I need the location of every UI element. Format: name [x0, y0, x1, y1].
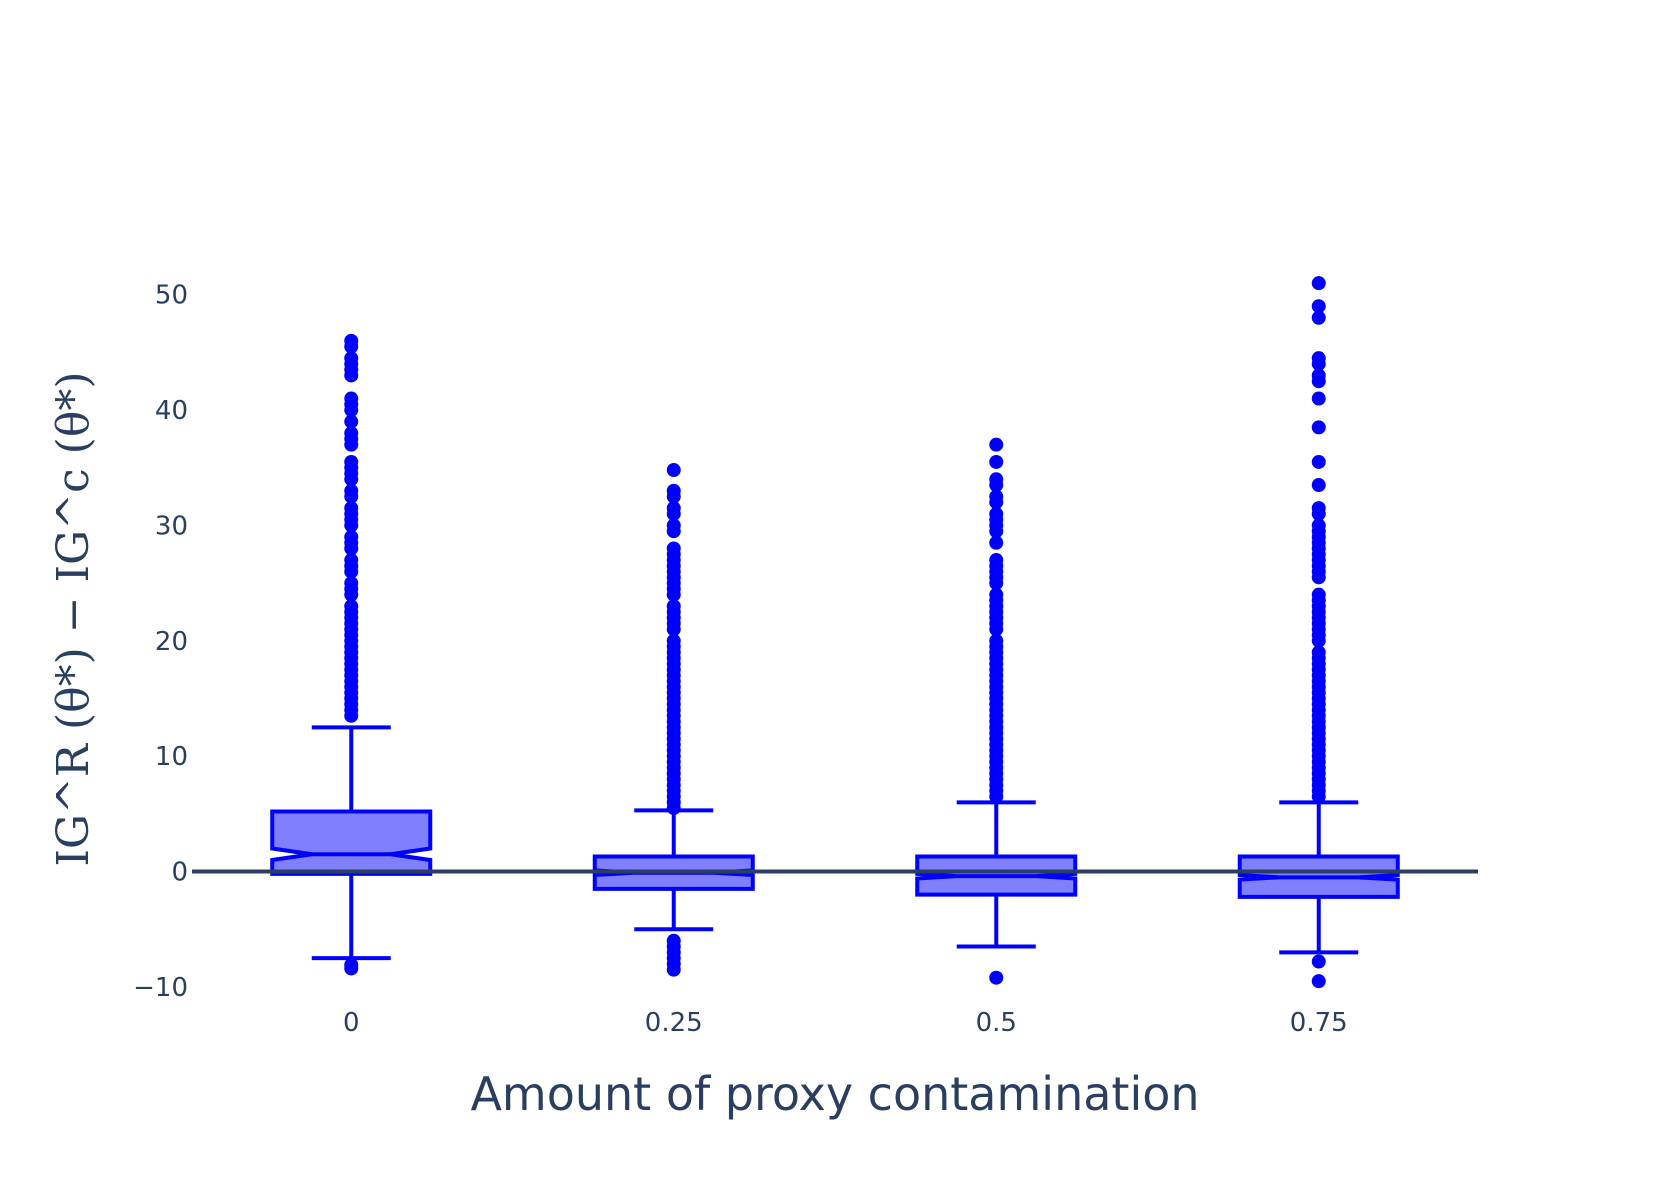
outlier-point — [1311, 501, 1326, 516]
outlier-point — [1311, 368, 1326, 383]
outlier-point — [989, 506, 1004, 521]
outlier-point — [666, 599, 681, 614]
x-tick-label: 0.25 — [645, 1008, 703, 1038]
outlier-point — [1311, 299, 1326, 314]
outlier-point — [344, 501, 359, 516]
y-tick-label: 20 — [155, 627, 188, 657]
outlier-point — [989, 633, 1004, 648]
outlier-point — [344, 351, 359, 366]
outlier-point — [989, 489, 1004, 504]
box-body — [270, 809, 433, 876]
y-tick-label: 50 — [155, 281, 188, 311]
outlier-point — [989, 472, 1004, 487]
outlier-point — [1311, 954, 1326, 969]
x-tick-label: 0.75 — [1290, 1008, 1348, 1038]
y-axis-title: IG^R (θ*) − IG^c (θ*) — [48, 371, 99, 866]
box-0.75 — [1237, 276, 1400, 989]
outlier-point — [344, 576, 359, 591]
outlier-point — [344, 414, 359, 429]
outlier-point — [666, 633, 681, 648]
y-axis-ticks: −10 0 10 20 30 40 50 — [133, 281, 188, 1003]
outlier-point — [344, 483, 359, 498]
y-tick-label: 0 — [171, 858, 188, 888]
box-0 — [270, 333, 433, 976]
outlier-point — [666, 463, 681, 478]
y-tick-label: 30 — [155, 511, 188, 541]
outlier-point — [989, 454, 1004, 469]
outlier-point — [344, 333, 359, 348]
outlier-point — [666, 501, 681, 516]
outlier-point — [344, 529, 359, 544]
outlier-point — [1311, 587, 1326, 602]
outlier-point — [989, 587, 1004, 602]
outlier-point — [1311, 420, 1326, 435]
outlier-point — [1311, 645, 1326, 660]
outlier-point — [1311, 518, 1326, 533]
outlier-point — [1311, 351, 1326, 366]
outlier-point — [344, 958, 359, 973]
outlier-point — [1311, 310, 1326, 325]
y-tick-label: 10 — [155, 742, 188, 772]
outlier-point — [666, 541, 681, 556]
box-0.5 — [915, 437, 1078, 985]
y-tick-label: 40 — [155, 396, 188, 426]
x-axis-title: Amount of proxy contamination — [470, 1067, 1199, 1121]
outlier-point — [666, 483, 681, 498]
outlier-point — [666, 518, 681, 533]
outlier-point — [344, 454, 359, 469]
outlier-point — [344, 391, 359, 406]
outlier-point — [989, 535, 1004, 550]
outlier-point — [344, 553, 359, 568]
outlier-point — [1311, 391, 1326, 406]
outlier-point — [989, 970, 1004, 985]
x-axis-ticks: 0 0.25 0.5 0.75 — [343, 1008, 1348, 1038]
outlier-point — [1311, 454, 1326, 469]
y-tick-label: −10 — [133, 973, 188, 1003]
outlier-point — [989, 553, 1004, 568]
plot-area — [192, 276, 1478, 989]
outlier-point — [344, 426, 359, 441]
outlier-point — [989, 437, 1004, 452]
outlier-point — [1311, 974, 1326, 989]
outlier-point — [1311, 276, 1326, 291]
outlier-point — [1311, 478, 1326, 493]
x-tick-label: 0.5 — [976, 1008, 1017, 1038]
box-0.25 — [592, 463, 755, 977]
outlier-point — [344, 599, 359, 614]
x-tick-label: 0 — [343, 1008, 360, 1038]
outlier-point — [666, 933, 681, 948]
